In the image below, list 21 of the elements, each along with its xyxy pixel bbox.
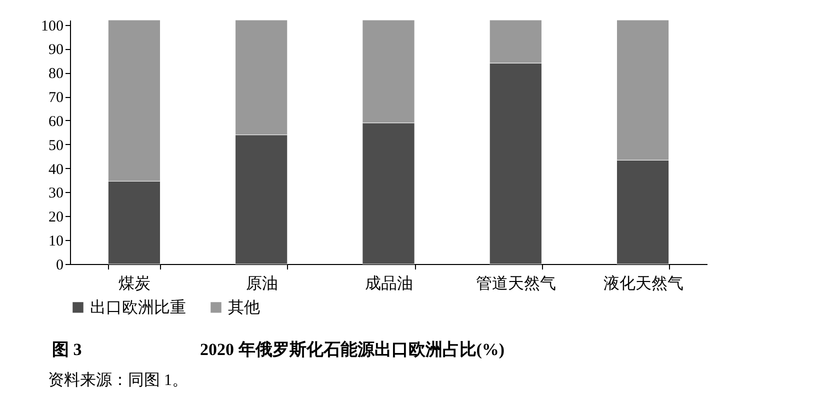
x-tick-label: 原油 (246, 274, 278, 292)
legend-label: 出口欧洲比重 (90, 298, 186, 316)
y-tick-label: 0 (56, 258, 64, 274)
y-tick-label: 100 (41, 18, 64, 34)
y-tick-label: 40 (48, 162, 64, 178)
y-tick-label: 10 (48, 234, 64, 250)
y-tick-label: 50 (48, 138, 64, 154)
y-tick-label: 80 (48, 66, 64, 82)
x-tick-label: 管道天然气 (476, 276, 556, 292)
y-tick-label: 20 (48, 210, 64, 226)
caption: 图 3 (52, 339, 82, 361)
x-tick-label: 煤炭 (118, 274, 151, 292)
text: 资料来源：同图 1。 (48, 370, 189, 391)
text: 2020 年俄罗斯化石能源出口欧洲占比(%) (200, 339, 505, 361)
y-tick-label: 90 (48, 42, 64, 58)
y-tick-label: 30 (48, 186, 64, 202)
y-tick-label: 70 (48, 90, 64, 106)
x-tick-label: 液化天然气 (603, 274, 684, 292)
y-tick-label: 60 (48, 114, 64, 130)
x-tick-label: 成品油 (365, 274, 413, 292)
legend-label: 其他 (228, 298, 260, 316)
